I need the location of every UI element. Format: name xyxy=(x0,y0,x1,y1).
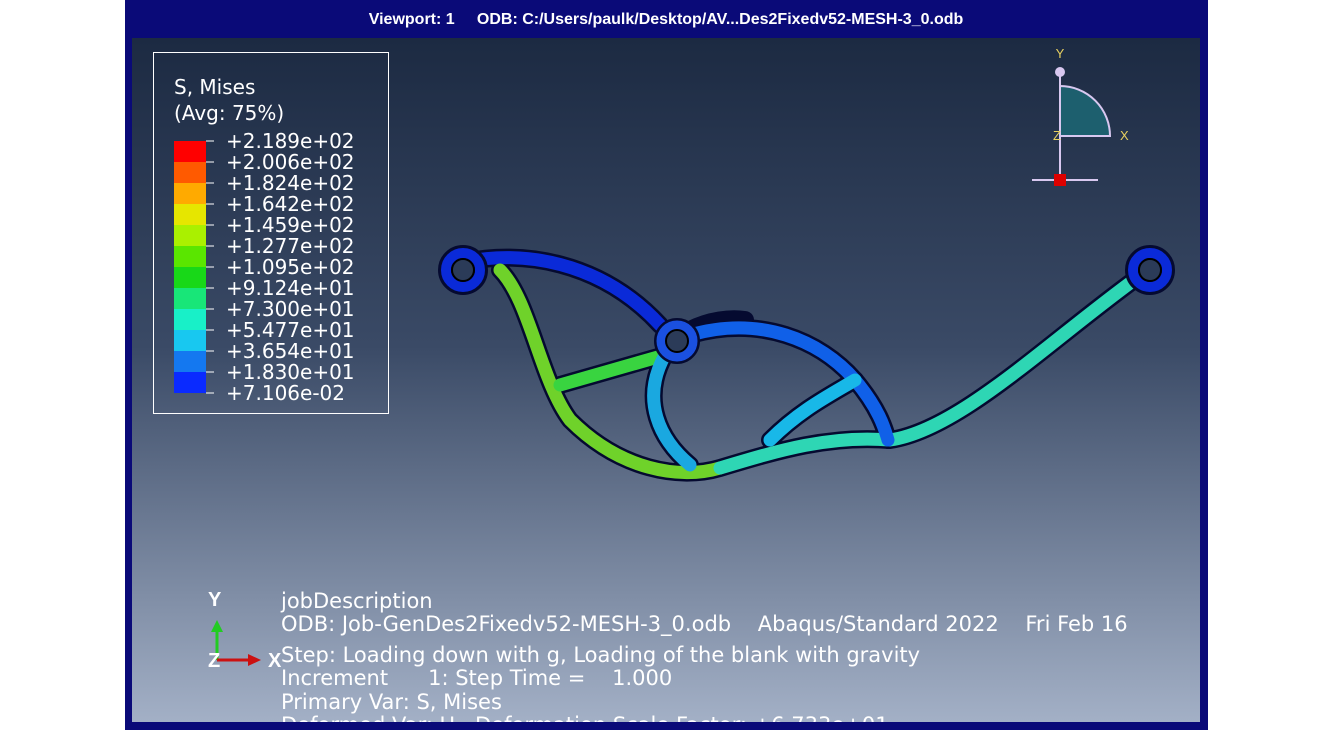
legend-title: S, Mises xyxy=(174,75,255,99)
axis-label: X xyxy=(268,650,282,672)
legend-label: +7.106e-02 xyxy=(226,381,345,405)
info-line: Deformed Var: U Deformation Scale Factor… xyxy=(281,713,889,730)
color-swatch xyxy=(174,267,206,288)
info-line: Step: Loading down with g, Loading of th… xyxy=(281,643,920,667)
color-swatch xyxy=(174,204,206,225)
color-scale xyxy=(174,141,206,393)
legend-box xyxy=(153,52,389,414)
axis-label: Y xyxy=(1056,46,1065,61)
legend-label: +1.459e+02 xyxy=(226,213,355,237)
legend-label: +3.654e+01 xyxy=(226,339,355,363)
legend-label: +2.189e+02 xyxy=(226,129,355,153)
color-swatch xyxy=(174,246,206,267)
legend-label: +9.124e+01 xyxy=(226,276,355,300)
info-line: Primary Var: S, Mises xyxy=(281,690,502,714)
view-triad: Y X Z xyxy=(1032,46,1129,186)
info-line: ODB: Job-GenDes2Fixedv52-MESH-3_0.odb Ab… xyxy=(281,612,1128,637)
legend-label: +1.642e+02 xyxy=(226,192,355,216)
legend-label: +1.277e+02 xyxy=(226,234,355,258)
legend-label: +1.824e+02 xyxy=(226,171,355,195)
info-line: Increment 1: Step Time = 1.000 xyxy=(281,666,672,690)
color-swatch xyxy=(174,288,206,309)
legend-label: +5.477e+01 xyxy=(226,318,355,342)
part xyxy=(438,245,1175,482)
axis-label: Z xyxy=(1053,128,1061,143)
color-swatch xyxy=(174,309,206,330)
color-swatch xyxy=(174,162,206,183)
global-triad: Y Z X xyxy=(208,589,282,672)
color-swatch xyxy=(174,351,206,372)
legend: S, Mises (Avg: 75%) +2.189e+02+2.006e+02… xyxy=(153,52,389,414)
viewport-title: Viewport: 1 ODB: C:/Users/paulk/Desktop/… xyxy=(369,11,964,28)
legend-label: +1.095e+02 xyxy=(226,255,355,279)
axis-label: Z xyxy=(208,650,220,672)
color-swatch xyxy=(174,183,206,204)
color-swatch xyxy=(174,225,206,246)
color-swatch xyxy=(174,141,206,162)
color-swatch xyxy=(174,372,206,393)
info-line: jobDescription xyxy=(280,589,433,613)
viewport-canvas xyxy=(132,38,1200,722)
legend-label: +7.300e+01 xyxy=(226,297,355,321)
legend-label: +2.006e+02 xyxy=(226,150,355,174)
axis-label: X xyxy=(1120,128,1129,143)
legend-subtitle: (Avg: 75%) xyxy=(174,101,284,125)
axis-label: Y xyxy=(208,589,222,611)
legend-label: +1.830e+01 xyxy=(226,360,355,384)
color-swatch xyxy=(174,330,206,351)
